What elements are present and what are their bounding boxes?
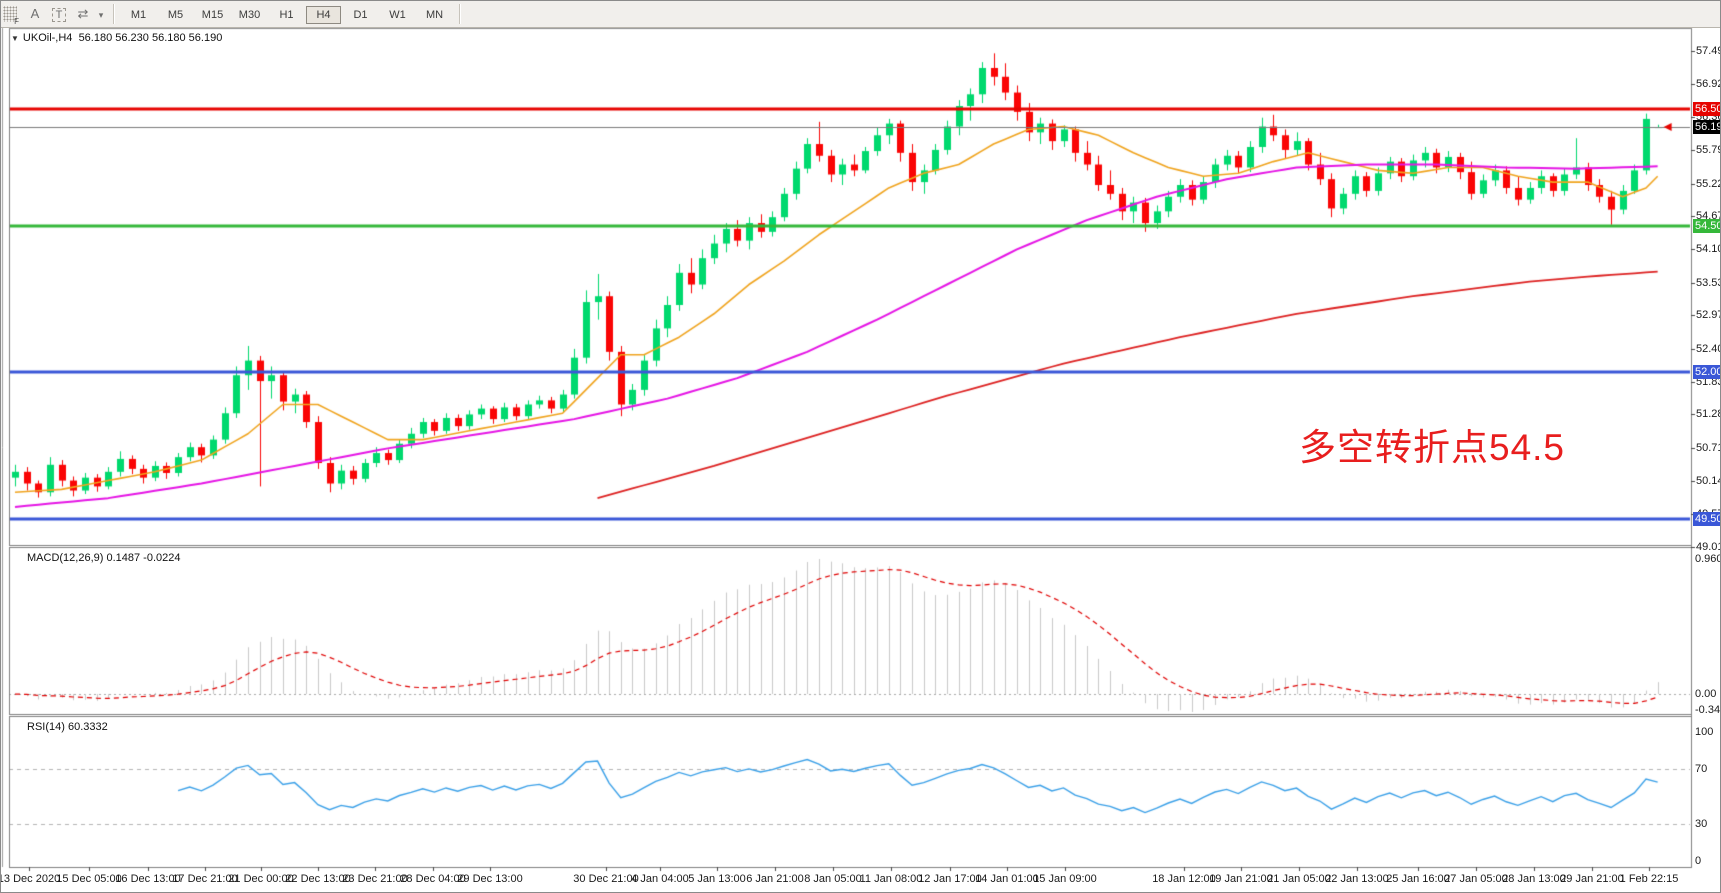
price-level-box-54.500: 54.500 — [1693, 218, 1720, 233]
price-tick-label: 50.710 — [1696, 441, 1720, 454]
time-axis-label: 30 Dec 21:00 — [573, 873, 639, 885]
time-axis-label: 27 Jan 05:00 — [1444, 873, 1508, 885]
time-axis-label: 19 Jan 21:00 — [1209, 873, 1273, 885]
time-axis-label: 22 Jan 13:00 — [1325, 873, 1389, 885]
dropdown-caret-icon: ▾ — [98, 9, 104, 20]
price-tick-label: 55.795 — [1696, 144, 1720, 157]
f-badge: F — [14, 17, 19, 26]
time-axis-label: 17 Dec 21:00 — [172, 873, 238, 885]
rsi-axis-70: 70 — [1695, 762, 1708, 775]
rsi-axis-0: 0 — [1695, 855, 1702, 867]
time-axis-label: 16 Dec 13:00 — [115, 873, 181, 885]
time-axis-label: 23 Dec 21:00 — [342, 873, 408, 885]
price-tick-label: 51.280 — [1696, 408, 1720, 421]
chart-title: ▼ UKOil-,H4 56.180 56.230 56.180 56.190 — [11, 32, 222, 44]
time-axis-label: 25 Jan 16:00 — [1386, 873, 1450, 885]
price-level-box-49.500: 49.500 — [1693, 511, 1720, 526]
time-axis-label: 14 Jan 01:00 — [975, 873, 1039, 885]
rsi-axis-100: 100 — [1695, 725, 1714, 738]
timeframe-button-m30[interactable]: M30 — [238, 8, 261, 21]
text-box-icon[interactable]: T — [48, 5, 70, 25]
macd-axis-zero: 0.00 — [1695, 688, 1717, 701]
collapse-triangle-icon[interactable]: ▼ — [11, 34, 19, 43]
time-axis-label: 1 Feb 22:15 — [1619, 873, 1679, 885]
chart-symbol-period: UKOil-,H4 — [22, 32, 73, 44]
tool-icons-group: A T ⇄ ▾ — [23, 3, 107, 25]
timeframe-button-h1[interactable]: H1 — [279, 8, 294, 21]
letter-a-icon: A — [30, 5, 40, 21]
time-axis-label: 29 Dec 13:00 — [457, 873, 523, 885]
price-tick-label: 52.975 — [1696, 309, 1720, 322]
macd-axis-max: 0.9604 — [1695, 553, 1720, 565]
time-axis-label: 13 Dec 2020 — [0, 873, 61, 885]
text-box-icon: T — [51, 7, 67, 22]
rsi-axis-30: 30 — [1695, 817, 1708, 830]
time-axis-label: 21 Jan 05:00 — [1267, 873, 1331, 885]
letter-a-icon[interactable]: A — [24, 3, 46, 23]
time-axis-label: 11 Jan 08:00 — [859, 873, 923, 885]
price-tick-label: 53.530 — [1696, 276, 1720, 289]
timeframe-button-m15[interactable]: M15 — [201, 8, 224, 21]
time-axis-label: 15 Jan 09:00 — [1033, 873, 1097, 885]
macd-axis-min: -0.347 — [1695, 704, 1721, 716]
toolbar-separator — [459, 4, 460, 24]
time-axis-label: 21 Dec 00:00 — [228, 873, 294, 885]
price-level-box-56.190: 56.190 — [1693, 120, 1720, 135]
timeframe-button-h4[interactable]: H4 — [306, 5, 341, 24]
timeframe-button-w1[interactable]: W1 — [389, 8, 406, 21]
price-tick-label: 50.140 — [1696, 475, 1720, 488]
time-axis-label: 28 Dec 04:00 — [400, 873, 466, 885]
timeframe-button-mn[interactable]: MN — [425, 8, 444, 21]
toolbar: F A T ⇄ ▾ M1 M5 M15 M30 H1 H4 D1 W1 MN — [1, 1, 1720, 28]
price-tick-label: 54.100 — [1696, 243, 1720, 256]
cycle-arrows-icon[interactable]: ⇄ — [72, 4, 94, 24]
timeframe-button-m5[interactable]: M5 — [167, 8, 184, 21]
time-axis-label: 6 Jan 21:00 — [746, 873, 804, 885]
time-axis-label: 15 Dec 05:00 — [56, 873, 122, 885]
price-tick-label: 57.490 — [1696, 45, 1720, 57]
price-tick-label: 52.405 — [1696, 342, 1720, 355]
price-tick-label: 56.920 — [1696, 78, 1720, 91]
time-axis-label: 28 Jan 13:00 — [1502, 873, 1566, 885]
price-tick-label: 55.225 — [1696, 177, 1720, 190]
timeframe-button-m1[interactable]: M1 — [130, 8, 147, 21]
dropdown-caret-icon[interactable]: ▾ — [96, 5, 106, 25]
macd-indicator-label: MACD(12,26,9) 0.1487 -0.0224 — [27, 552, 181, 564]
price-level-box-52.000: 52.000 — [1693, 365, 1720, 380]
time-axis-label: 29 Jan 21:00 — [1560, 873, 1624, 885]
time-axis-label: 8 Jan 05:00 — [804, 873, 862, 885]
chart-annotation-text: 多空转折点54.5 — [1299, 427, 1566, 468]
toolbar-separator — [113, 4, 114, 24]
timeframe-button-d1[interactable]: D1 — [353, 8, 368, 21]
chart-ohlc-values: 56.180 56.230 56.180 56.190 — [78, 32, 223, 44]
time-axis-label: 5 Jan 13:00 — [688, 873, 746, 885]
rsi-indicator-label: RSI(14) 60.3332 — [27, 721, 108, 733]
timeframe-buttons-group: M1 M5 M15 M30 H1 H4 D1 W1 MN — [120, 5, 453, 24]
time-axis-label: 22 Dec 13:00 — [285, 873, 351, 885]
price-tick-label: 49.015 — [1696, 541, 1720, 553]
cycle-arrows-icon: ⇄ — [77, 5, 89, 21]
time-axis-label: 4 Jan 04:00 — [631, 873, 689, 885]
price-level-box-56.500: 56.500 — [1693, 101, 1720, 116]
time-axis-label: 12 Jan 17:00 — [918, 873, 982, 885]
time-axis-label: 18 Jan 12:00 — [1152, 873, 1216, 885]
toolbar-drag-handle-icon[interactable]: F — [3, 6, 19, 26]
